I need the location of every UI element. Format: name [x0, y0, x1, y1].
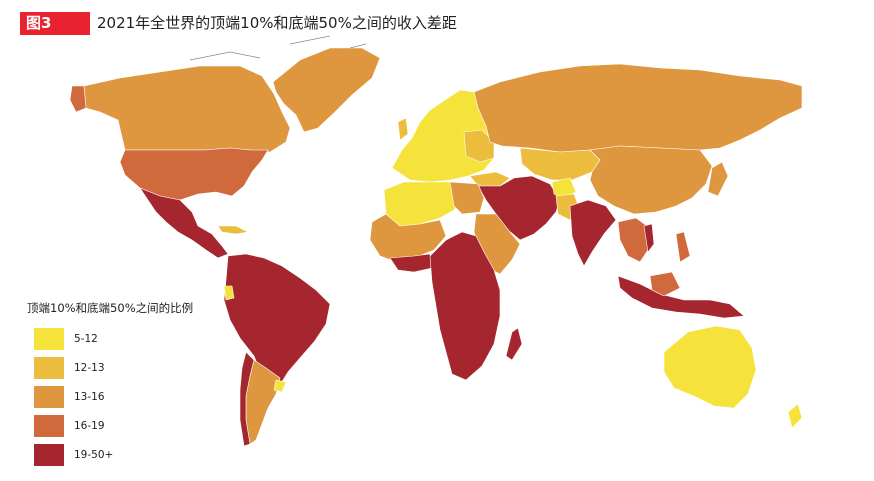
legend-swatch: [34, 414, 64, 437]
region-central-asia: [519, 147, 601, 181]
legend-label: 16-19: [74, 419, 105, 432]
region-borneo: [649, 271, 681, 297]
region-indonesia: [617, 275, 745, 319]
arctic-islands-outline: [189, 35, 367, 61]
legend-item: 5-12: [27, 324, 193, 353]
region-usa: [119, 147, 269, 201]
region-chile: [239, 351, 255, 447]
region-central-south-africa: [429, 231, 501, 381]
region-south-america-north: [223, 253, 331, 397]
region-russia: [473, 63, 803, 153]
legend-item: 12-13: [27, 353, 193, 382]
region-japan: [707, 161, 729, 197]
legend-label: 5-12: [74, 332, 98, 345]
legend-label: 12-13: [74, 361, 105, 374]
legend-item: 19-50+: [27, 440, 193, 469]
region-uk: [397, 117, 409, 141]
region-west-africa: [369, 213, 447, 263]
legend-swatch: [34, 327, 64, 350]
legend-item: 16-19: [27, 411, 193, 440]
region-alaska: [69, 85, 87, 113]
legend-swatch: [34, 356, 64, 379]
legend-swatch: [34, 443, 64, 466]
region-new-zealand: [787, 403, 803, 429]
region-ecuador: [223, 285, 235, 301]
legend-swatch: [34, 385, 64, 408]
legend-title: 顶端10%和底端50%之间的比例: [27, 301, 194, 315]
region-greenland: [272, 47, 381, 133]
region-madagascar: [505, 327, 523, 361]
region-uruguay: [273, 379, 287, 393]
region-canada: [83, 65, 291, 153]
legend-item: 13-16: [27, 382, 193, 411]
region-southeast-asia: [617, 217, 651, 263]
figure-label: 图3: [20, 12, 90, 35]
region-vietnam: [643, 223, 655, 253]
region-cuba: [217, 225, 249, 235]
figure-title: 2021年全世界的顶端10%和底端50%之间的收入差距: [97, 14, 457, 32]
region-mexico-central-america: [139, 187, 229, 259]
region-egypt-libya: [449, 181, 485, 215]
region-india: [569, 199, 617, 267]
region-australia: [663, 325, 757, 409]
region-china: [589, 145, 713, 215]
region-philippines: [675, 231, 691, 263]
legend-label: 19-50+: [74, 448, 114, 461]
legend-label: 13-16: [74, 390, 105, 403]
map-legend: 顶端10%和底端50%之间的比例 5-12 12-13 13-16 16-19 …: [27, 300, 193, 469]
region-eastern-europe: [463, 129, 495, 163]
